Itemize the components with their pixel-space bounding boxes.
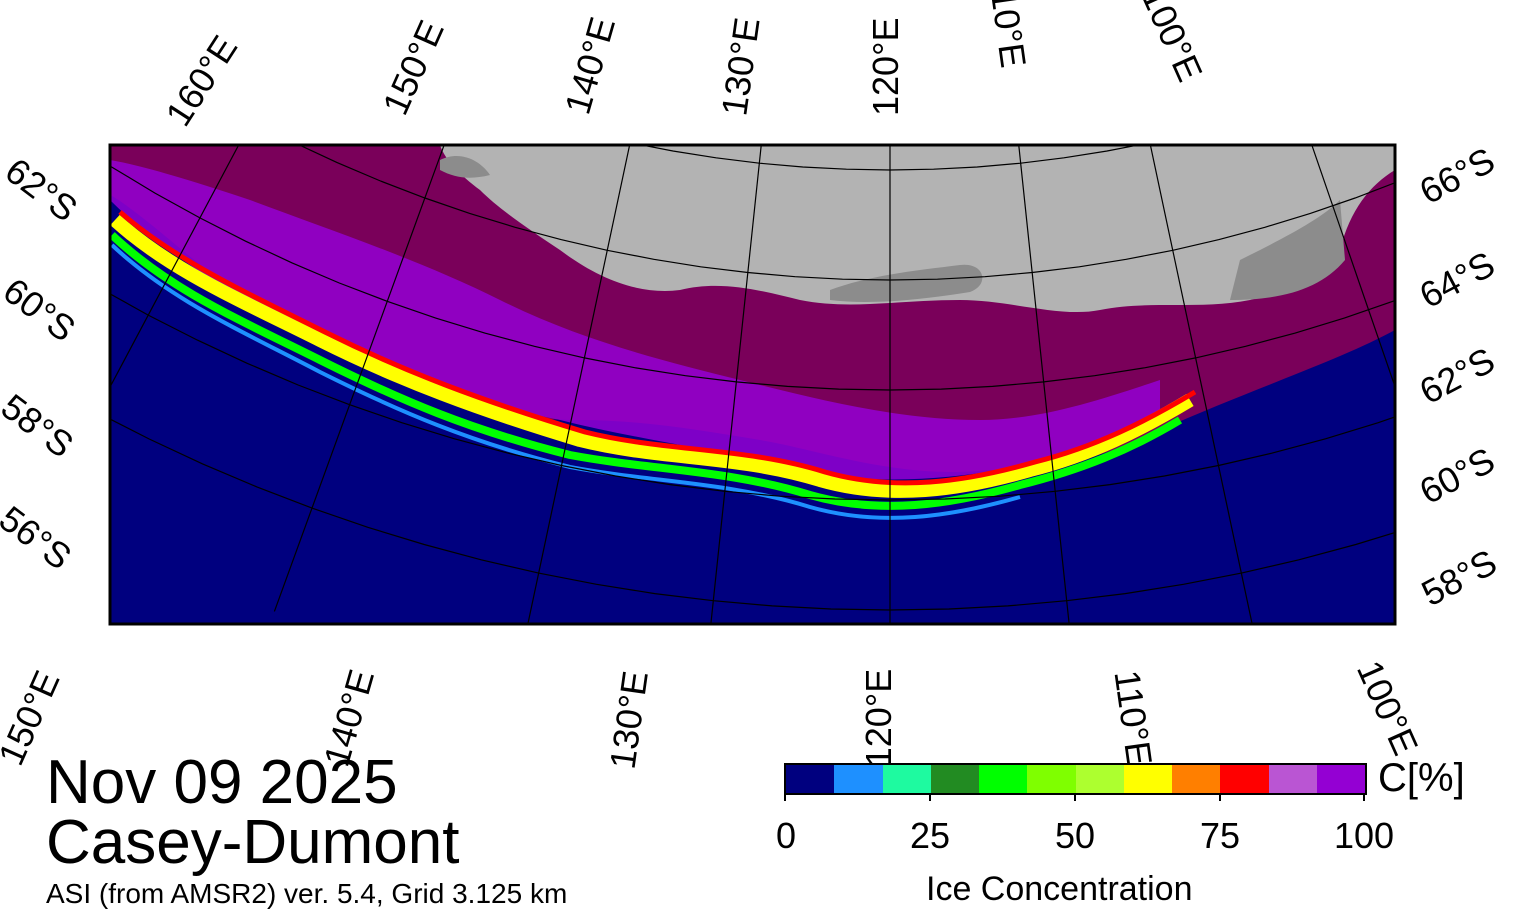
- colorbar-tick-label: 25: [909, 815, 951, 856]
- colorbar-tick: [784, 793, 786, 801]
- ice-edge-green: [110, 232, 1183, 510]
- colorbar-segment: [930, 765, 979, 793]
- ice-shelf: [440, 155, 490, 178]
- colorbar-tick-label: 50: [1054, 815, 1096, 856]
- colorbar-tick: [1363, 793, 1365, 801]
- colorbar-segment: [1316, 765, 1365, 793]
- colorbar-tick: [1074, 793, 1076, 801]
- colorbar-segment: [1220, 765, 1269, 793]
- map-region-title: Casey-Dumont: [46, 808, 460, 877]
- colorbar-segment: [1123, 765, 1172, 793]
- colorbar-tick-label: 100: [1333, 815, 1395, 856]
- ice-edge-red: [118, 210, 1197, 486]
- bottom-lon-label: 120°E: [858, 668, 900, 768]
- top-lon-label: 120°E: [865, 17, 906, 116]
- graticule: [110, 145, 1395, 624]
- meridian-line: [1149, 145, 1253, 624]
- antarctic-land: [440, 145, 1395, 313]
- colorbar-segment: [834, 765, 883, 793]
- ice-shelf: [830, 264, 983, 303]
- data-source-caption: ASI (from AMSR2) ver. 5.4, Grid 3.125 km: [46, 878, 568, 909]
- ice-edge-yellow: [110, 214, 1194, 498]
- colorbar-tick: [1219, 793, 1221, 801]
- colorbar-title: Ice Concentration: [926, 870, 1193, 908]
- meridian-line: [1311, 145, 1395, 389]
- meridian-line: [110, 145, 240, 389]
- ice-shelf: [1230, 200, 1345, 300]
- map-date-title: Nov 09 2025: [46, 748, 398, 817]
- meridian-line: [273, 145, 445, 612]
- meridian-line: [1018, 145, 1070, 624]
- colorbar-segment: [1172, 765, 1221, 793]
- colorbar-tick-label: 75: [1199, 815, 1241, 856]
- colorbar-segment: [979, 765, 1028, 793]
- colorbar-segment: [1268, 765, 1317, 793]
- colorbar-segment: [786, 765, 835, 793]
- colorbar-segment: [882, 765, 931, 793]
- colorbar-unit: C[%]: [1378, 756, 1465, 800]
- colorbar-segment: [1075, 765, 1124, 793]
- colorbar-segment: [1027, 765, 1076, 793]
- meridian-line: [710, 145, 762, 624]
- colorbar-tick: [929, 793, 931, 801]
- meridian-line: [527, 145, 631, 624]
- colorbar-tick-label: 0: [775, 815, 797, 856]
- map-frame: [108, 143, 1397, 626]
- colorbar: [784, 763, 1367, 795]
- marginal-ice-violet: [110, 160, 1160, 480]
